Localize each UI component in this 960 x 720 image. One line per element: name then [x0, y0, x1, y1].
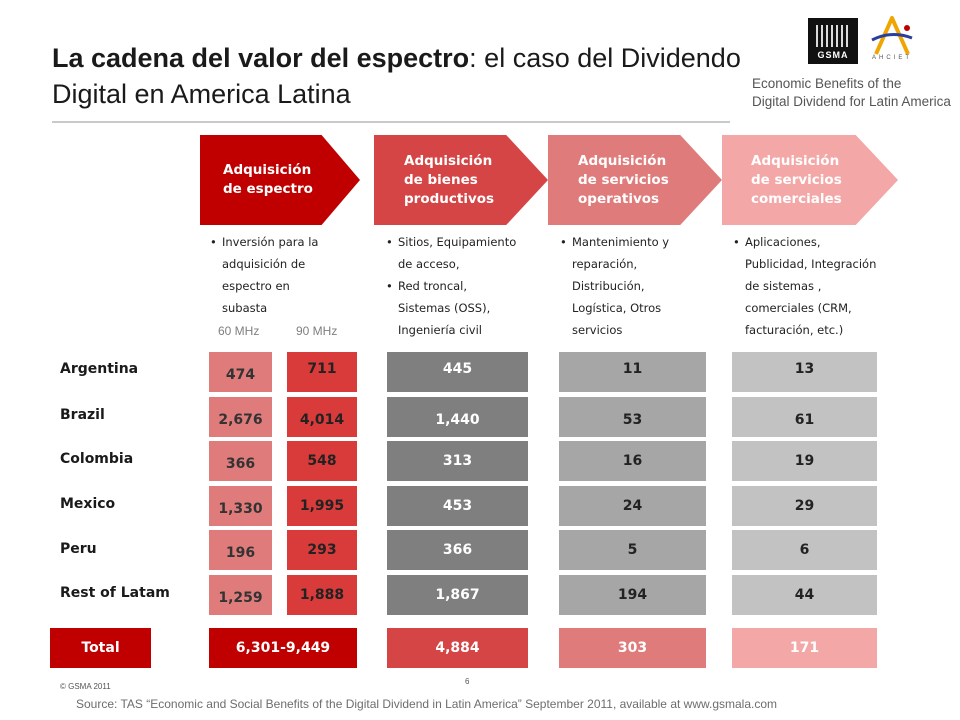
mhz-60-header: 60 MHz [218, 324, 260, 338]
total-label: Total [50, 628, 151, 668]
value-commercial: 29 [732, 486, 877, 526]
country-label: Peru [60, 541, 97, 557]
value-commercial: 61 [732, 397, 877, 437]
stage-description-productive: Sitios, Equipamiento de acceso, Red tron… [386, 231, 546, 341]
value-operative: 16 [559, 441, 706, 481]
value-operative: 53 [559, 397, 706, 437]
value-90mhz: 293 [287, 530, 357, 570]
total-spectrum: 6,301-9,449 [209, 628, 357, 668]
country-label: Brazil [60, 407, 105, 423]
total-commercial: 171 [732, 628, 877, 668]
stage-label-line: de bienes [404, 171, 478, 188]
stage-chevron-operative: Adquisición de servicios operativos [548, 135, 722, 225]
value-commercial: 13 [732, 352, 877, 392]
country-label: Mexico [60, 496, 116, 512]
stage-label-line: comerciales [751, 190, 842, 207]
country-label: Colombia [60, 451, 134, 467]
value-commercial: 19 [732, 441, 877, 481]
value-90mhz: 548 [287, 441, 357, 481]
copyright: © GSMA 2011 [60, 682, 111, 691]
stage-label-line: operativos [578, 190, 660, 207]
value-90mhz: 1,995 [287, 486, 357, 526]
value-productive: 366 [387, 530, 528, 570]
page-number: 6 [465, 677, 470, 686]
total-productive: 4,884 [387, 628, 528, 668]
value-60mhz: 474 [209, 352, 272, 392]
report-title-line1: Economic Benefits of the [752, 76, 902, 91]
stage-description-commercial: Aplicaciones, Publicidad, Integración de… [733, 231, 903, 341]
value-productive: 1,867 [387, 575, 528, 615]
value-operative: 11 [559, 352, 706, 392]
stage-chevron-productive: Adquisición de bienes productivos [374, 135, 548, 225]
mhz-90-header: 90 MHz [296, 324, 338, 338]
value-productive: 1,440 [387, 397, 528, 437]
slide-title-rest: : el caso del Dividendo Digital en Ameri… [52, 43, 741, 109]
value-60mhz: 196 [209, 530, 272, 570]
bullet-item: Red troncal, Sistemas (OSS), Ingeniería … [386, 275, 546, 341]
value-60mhz: 366 [209, 441, 272, 481]
value-commercial: 6 [732, 530, 877, 570]
value-operative: 194 [559, 575, 706, 615]
gsma-logo-text: GSMA [817, 50, 849, 60]
stage-label-line: de espectro [223, 181, 313, 197]
value-productive: 445 [387, 352, 528, 392]
report-title: Economic Benefits of the Digital Dividen… [752, 75, 952, 111]
value-operative: 24 [559, 486, 706, 526]
gsma-logo: GSMA [808, 18, 858, 64]
value-90mhz: 4,014 [287, 397, 357, 437]
stage-description-operative: Mantenimiento y reparación, Distribución… [560, 231, 720, 341]
value-90mhz: 711 [287, 352, 357, 392]
stage-label-line: Adquisición [751, 152, 840, 169]
stage-chevron-commercial: Adquisición de servicios comerciales [722, 135, 898, 225]
bullet-item: Mantenimiento y reparación, Distribución… [560, 231, 720, 341]
stage-label-line: de servicios [751, 171, 842, 188]
stage-chevron-spectrum: Adquisición de espectro [200, 135, 360, 225]
value-60mhz: 1,330 [209, 486, 272, 526]
source-note: Source: TAS “Economic and Social Benefit… [76, 697, 778, 711]
stage-label-line: Adquisición [578, 152, 667, 169]
slide-title-bold: La cadena del valor del espectro [52, 43, 470, 73]
total-operative: 303 [559, 628, 706, 668]
value-operative: 5 [559, 530, 706, 570]
value-commercial: 44 [732, 575, 877, 615]
stage-label-line: Adquisición [404, 152, 493, 169]
ahciet-logo: AHCIET [868, 16, 916, 66]
stage-description-spectrum: Inversión para la adquisición de espectr… [210, 231, 370, 319]
bullet-item: Sitios, Equipamiento de acceso, [386, 231, 546, 275]
bullet-item: Inversión para la adquisición de espectr… [210, 231, 370, 319]
report-title-line2: Digital Dividend for Latin America [752, 94, 951, 109]
slide-title: La cadena del valor del espectro: el cas… [52, 40, 742, 112]
title-divider [52, 121, 730, 123]
value-60mhz: 2,676 [209, 397, 272, 437]
stage-label-line: productivos [404, 190, 495, 207]
value-productive: 313 [387, 441, 528, 481]
stage-label-line: de servicios [578, 171, 669, 188]
country-label: Argentina [60, 361, 139, 377]
value-90mhz: 1,888 [287, 575, 357, 615]
ahciet-logo-text: AHCIET [871, 55, 912, 61]
value-60mhz: 1,259 [209, 575, 272, 615]
value-productive: 453 [387, 486, 528, 526]
country-label: Rest of Latam [60, 585, 170, 601]
stage-label-line: Adquisición [223, 162, 312, 178]
bullet-item: Aplicaciones, Publicidad, Integración de… [733, 231, 903, 341]
